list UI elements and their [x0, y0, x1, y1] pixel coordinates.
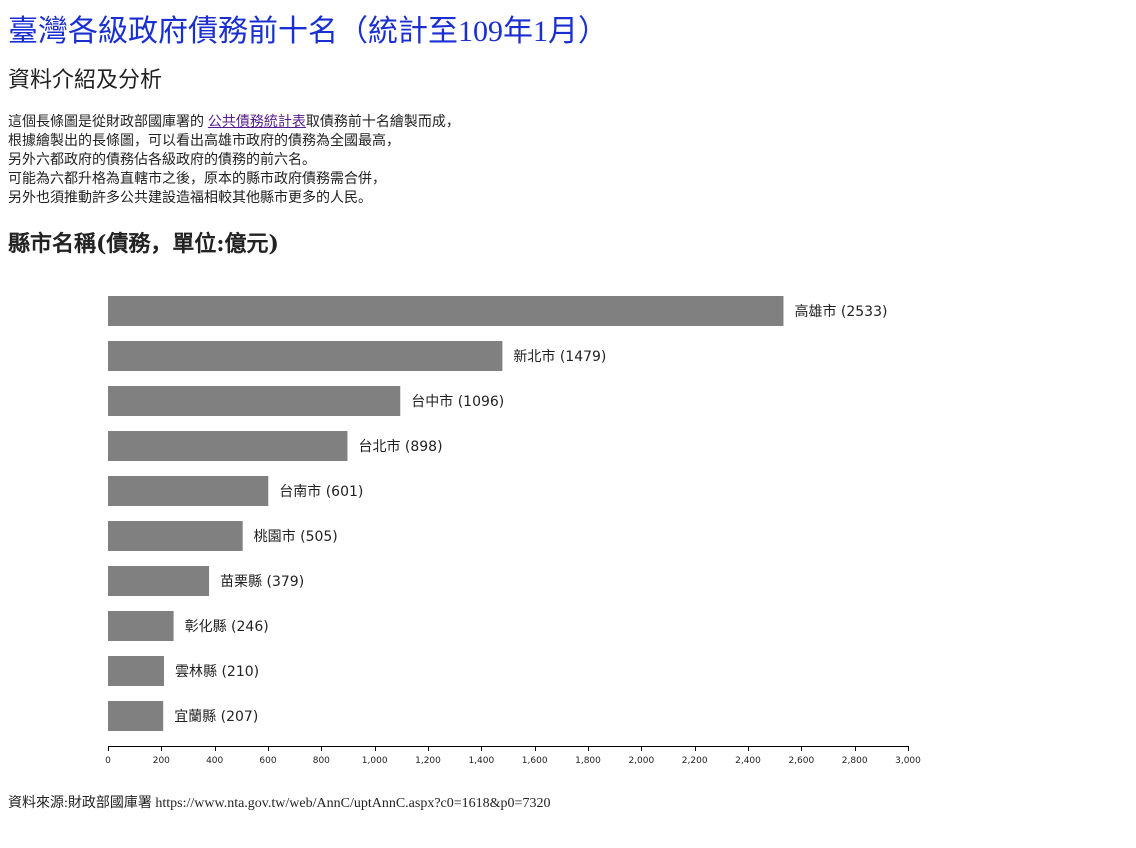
- intro-line-1-post: 取債務前十名繪製而成，: [305, 113, 460, 129]
- bar-label-3: 台中市 (1096): [411, 393, 504, 410]
- bar-label-9: 雲林縣 (210): [175, 664, 259, 680]
- x-tick-label-16: 3,000: [895, 756, 921, 766]
- bar-5: [108, 476, 269, 506]
- bar-label-10: 宜蘭縣 (207): [174, 709, 258, 725]
- bar-2: [108, 341, 503, 371]
- bar-label-2: 新北市 (1479): [513, 348, 606, 365]
- intro-line-4: 可能為六都升格為直轄市之後，原本的縣市政府債務需合併，: [8, 170, 386, 186]
- x-tick-label-6: 1,000: [362, 756, 388, 766]
- bar-label-7: 苗栗縣 (379): [220, 574, 304, 590]
- bars-group: 高雄市 (2533) 新北市 (1479) 台中市 (1096) 台北市 (898) 台…: [108, 296, 887, 731]
- bar-label-8: 彰化縣 (246): [185, 618, 269, 635]
- intro-line-1-pre: 這個長條圖是從財政部國庫署的: [8, 113, 208, 129]
- bar-1: [108, 296, 784, 326]
- x-tick-label-10: 1,800: [575, 756, 601, 766]
- bar-label-1: 高雄市 (2533): [794, 303, 887, 320]
- chart-title: 縣市名稱(債務，單位:億元): [8, 231, 279, 257]
- x-tick-label-8: 1,400: [468, 756, 494, 766]
- bar-label-4: 台北市 (898): [358, 438, 442, 455]
- intro-paragraph: 這個長條圖是從財政部國庫署的 公共債務統計表取債務前十名繪製而成， 根據繪製出的…: [8, 112, 460, 207]
- x-tick-label-9: 1,600: [522, 756, 548, 766]
- x-tick-label-1: 0: [105, 756, 111, 766]
- intro-line-1: 這個長條圖是從財政部國庫署的 公共債務統計表取債務前十名繪製而成，: [8, 112, 460, 131]
- x-axis: 0 200 400 600 800 1,000 1,200 1,400 1,600 1,800 2,…: [105, 746, 921, 766]
- x-tick-label-5: 800: [313, 756, 330, 766]
- bar-6: [108, 521, 243, 551]
- x-tick-label-7: 1,200: [415, 756, 441, 766]
- x-tick-label-12: 2,200: [682, 756, 708, 766]
- debt-bar-chart: 高雄市 (2533) 新北市 (1479) 台中市 (1096) 台北市 (898) 台…: [105, 296, 921, 766]
- bar-label-6: 桃園市 (505): [254, 528, 338, 545]
- x-tick-label-11: 2,000: [628, 756, 654, 766]
- bar-8: [108, 611, 174, 641]
- bar-4: [108, 431, 348, 461]
- section-title: 資料介紹及分析: [8, 68, 163, 93]
- x-tick-label-2: 200: [153, 756, 170, 766]
- bar-label-5: 台南市 (601): [279, 483, 363, 500]
- public-debt-statistics-link[interactable]: 公共債務統計表: [207, 113, 306, 129]
- bar-9: [108, 656, 164, 686]
- x-tick-label-15: 2,800: [842, 756, 868, 766]
- intro-line-2: 根據繪製出的長條圖，可以看出高雄市政府的債務為全國最高，: [8, 132, 400, 148]
- x-tick-label-14: 2,600: [788, 756, 814, 766]
- bar-7: [108, 566, 210, 596]
- intro-line-5: 另外也須推動許多公共建設造福相較其他縣市更多的人民。: [8, 189, 372, 205]
- intro-line-3: 另外六都政府的債務佔各級政府的債務的前六名。: [8, 151, 316, 167]
- bar-10: [108, 701, 164, 731]
- x-tick-label-4: 600: [259, 756, 276, 766]
- page-title: 臺灣各級政府債務前十名（統計至109年1月）: [8, 15, 608, 48]
- x-tick-label-3: 400: [206, 756, 223, 766]
- x-tick-label-13: 2,400: [735, 756, 761, 766]
- bar-3: [108, 386, 401, 416]
- data-source-note: 資料來源:財政部國庫署 https://www.nta.gov.tw/web/A…: [8, 796, 551, 811]
